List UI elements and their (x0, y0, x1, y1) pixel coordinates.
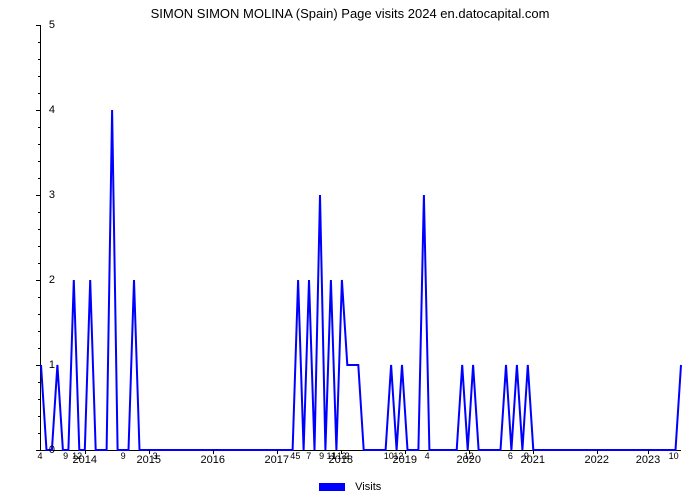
x-tick-mark (405, 450, 406, 454)
y-minor-tick (38, 297, 40, 298)
x-tick-mark (597, 450, 598, 454)
y-tick-mark (36, 280, 40, 281)
y-tick-mark (36, 110, 40, 111)
y-minor-tick (38, 144, 40, 145)
chart-title: SIMON SIMON MOLINA (Spain) Page visits 2… (0, 6, 700, 21)
chart-container: SIMON SIMON MOLINA (Spain) Page visits 2… (0, 0, 700, 500)
y-tick-label: 3 (40, 189, 55, 201)
x-num-label: 2 (345, 451, 350, 461)
y-tick-mark (36, 25, 40, 26)
x-num-label: 12 (464, 451, 474, 461)
line-series (41, 25, 681, 450)
y-minor-tick (38, 59, 40, 60)
x-tick-mark (85, 450, 86, 454)
plot-area (40, 25, 681, 451)
y-tick-label: 5 (40, 19, 55, 31)
y-tick-mark (36, 195, 40, 196)
x-tick-mark (648, 450, 649, 454)
y-minor-tick (38, 348, 40, 349)
x-num-label: 12 (393, 451, 403, 461)
x-tick-mark (277, 450, 278, 454)
y-minor-tick (38, 416, 40, 417)
x-tick-mark (213, 450, 214, 454)
y-minor-tick (38, 246, 40, 247)
y-minor-tick (38, 93, 40, 94)
x-num-label: 4 (425, 451, 430, 461)
x-num-label: 9 (63, 451, 68, 461)
y-minor-tick (38, 127, 40, 128)
y-tick-label: 4 (40, 104, 55, 116)
x-tick-mark (533, 450, 534, 454)
x-num-label: 9 (524, 451, 529, 461)
y-minor-tick (38, 433, 40, 434)
legend-swatch (319, 483, 345, 491)
y-minor-tick (38, 212, 40, 213)
x-num-label: 5 (295, 451, 300, 461)
legend-label: Visits (355, 481, 381, 493)
x-year-label: 2016 (201, 454, 225, 466)
y-minor-tick (38, 76, 40, 77)
x-num-label: 7 (306, 451, 311, 461)
y-minor-tick (38, 229, 40, 230)
x-num-label: 4 (37, 451, 42, 461)
y-minor-tick (38, 382, 40, 383)
x-year-label: 2022 (585, 454, 609, 466)
legend: Visits (0, 478, 700, 496)
y-minor-tick (38, 331, 40, 332)
x-num-label: 9 (319, 451, 324, 461)
x-year-label: 2023 (636, 454, 660, 466)
y-minor-tick (38, 399, 40, 400)
x-tick-mark (149, 450, 150, 454)
y-tick-label: 2 (40, 274, 55, 286)
x-num-label: 10 (384, 451, 394, 461)
x-num-label: 10 (669, 451, 679, 461)
y-minor-tick (38, 314, 40, 315)
x-year-label: 2017 (265, 454, 289, 466)
y-minor-tick (38, 161, 40, 162)
x-num-label: 12 (72, 451, 82, 461)
y-minor-tick (38, 42, 40, 43)
y-minor-tick (38, 263, 40, 264)
x-num-label: 3 (153, 451, 158, 461)
y-tick-label: 1 (40, 359, 55, 371)
x-num-label: 6 (508, 451, 513, 461)
y-minor-tick (38, 178, 40, 179)
x-num-label: 9 (121, 451, 126, 461)
y-tick-mark (36, 365, 40, 366)
